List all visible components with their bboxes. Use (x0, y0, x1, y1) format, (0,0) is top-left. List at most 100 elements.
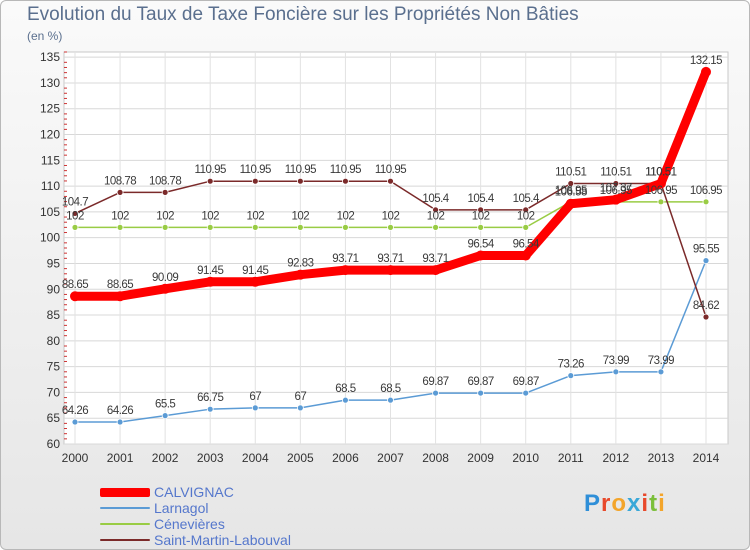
y-tick-label: 75 (47, 360, 61, 374)
data-point (657, 368, 665, 376)
data-point (477, 389, 485, 397)
y-tick-label: 95 (47, 256, 61, 270)
data-label: 110.95 (195, 164, 226, 176)
x-tick-label: 2013 (648, 451, 675, 465)
data-point (160, 283, 171, 294)
data-label: 108.78 (149, 175, 181, 187)
data-label: 102 (292, 210, 310, 222)
legend-label: Saint-Martin-Labouval (154, 532, 291, 548)
data-label: 88.65 (62, 279, 88, 291)
data-label: 88.65 (107, 279, 133, 291)
data-point (205, 276, 216, 287)
x-tick-label: 2014 (693, 451, 720, 465)
data-label: 106.95 (555, 185, 587, 197)
data-point (340, 265, 351, 276)
data-label: 95.55 (693, 244, 719, 256)
y-tick-label: 110 (41, 179, 60, 193)
data-label: 102 (201, 210, 219, 222)
legend-swatch (100, 488, 150, 497)
data-point (70, 291, 80, 302)
x-tick-label: 2012 (603, 451, 630, 465)
data-label: 110.51 (645, 166, 676, 178)
data-label: 102 (472, 210, 490, 222)
data-point (567, 372, 575, 380)
logo-letter: x (627, 490, 642, 517)
data-label: 102 (382, 210, 400, 222)
data-point (432, 389, 439, 397)
y-tick-label: 60 (47, 437, 61, 451)
data-point (295, 269, 306, 280)
data-label: 106.95 (690, 185, 722, 197)
x-tick-label: 2005 (287, 451, 314, 465)
data-point (657, 198, 665, 206)
data-label: 92.83 (287, 258, 313, 270)
data-label: 108.78 (104, 175, 136, 187)
data-point (251, 404, 259, 412)
data-label: 68.5 (380, 383, 400, 395)
data-label: 102 (427, 210, 445, 222)
x-tick-label: 2001 (107, 451, 134, 465)
data-point (702, 257, 710, 265)
x-tick-label: 2004 (242, 451, 269, 465)
data-point (296, 177, 304, 185)
data-label: 110.95 (240, 164, 271, 176)
data-point (432, 223, 439, 231)
data-point (342, 396, 349, 404)
data-label: 110.95 (330, 164, 361, 176)
data-point (565, 198, 576, 209)
data-label: 102 (517, 210, 535, 222)
data-point (71, 223, 79, 231)
data-label: 132.15 (690, 55, 722, 67)
data-label: 93.71 (332, 253, 358, 265)
data-label: 102 (337, 210, 355, 222)
y-tick-label: 115 (41, 153, 60, 167)
data-point (477, 223, 485, 231)
data-point (702, 198, 710, 206)
data-label: 105.4 (468, 193, 495, 205)
data-label: 106.95 (600, 185, 632, 197)
data-point (342, 223, 349, 231)
data-label: 110.95 (285, 164, 316, 176)
data-point (610, 194, 621, 205)
chart-title: Evolution du Taux de Taxe Foncière sur l… (27, 4, 579, 25)
data-point (612, 368, 620, 376)
data-point (701, 66, 711, 77)
data-label: 104.7 (62, 196, 88, 208)
logo-letter: o (611, 490, 628, 517)
data-label: 93.71 (377, 253, 403, 265)
data-point (206, 405, 214, 413)
data-label: 96.54 (468, 239, 495, 251)
data-label: 110.51 (600, 166, 631, 178)
y-tick-label: 90 (47, 282, 61, 296)
data-label: 69.87 (513, 376, 539, 388)
x-tick-label: 2010 (512, 451, 539, 465)
data-point (567, 180, 575, 187)
legend-swatch (100, 539, 150, 541)
y-tick-label: 120 (40, 128, 60, 142)
data-point (161, 223, 169, 231)
data-point (432, 206, 439, 214)
data-point (477, 206, 485, 214)
data-point (387, 396, 394, 404)
data-label: 102 (246, 210, 264, 222)
y-tick-label: 100 (40, 231, 60, 245)
data-point (475, 250, 486, 261)
x-tick-label: 2008 (422, 451, 449, 465)
data-point (522, 389, 530, 397)
data-label: 110.95 (375, 164, 406, 176)
x-tick-label: 2000 (62, 451, 89, 465)
data-point (161, 188, 169, 196)
plot-area (63, 51, 729, 445)
data-point (520, 250, 531, 261)
data-label: 91.45 (242, 265, 268, 277)
x-tick-label: 2011 (558, 451, 584, 465)
data-label: 73.99 (603, 355, 629, 367)
data-point (430, 265, 441, 276)
data-point (251, 223, 259, 231)
y-tick-label: 135 (40, 50, 60, 64)
data-point (387, 223, 394, 231)
legend-swatch (100, 523, 150, 525)
data-point (71, 418, 79, 426)
data-label: 102 (156, 210, 174, 222)
data-label: 105.4 (422, 193, 449, 205)
